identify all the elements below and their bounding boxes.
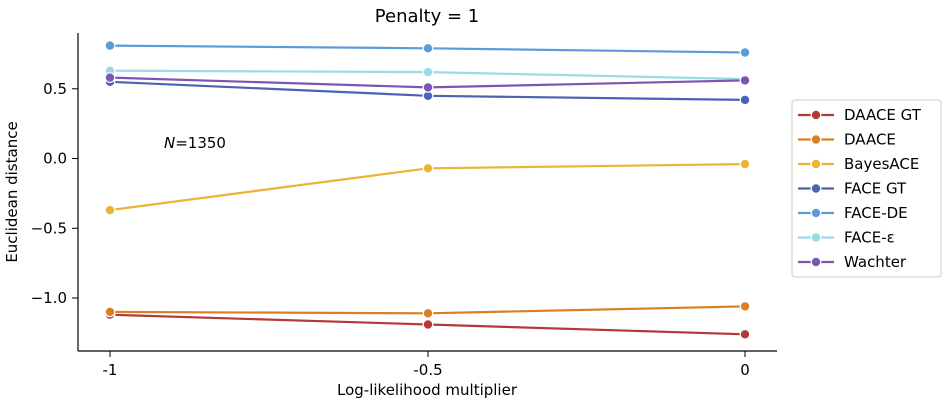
y-tick-label: 0.5 bbox=[43, 80, 67, 98]
data-point bbox=[739, 47, 751, 58]
series-bayesace bbox=[104, 158, 751, 216]
legend-label: DAACE bbox=[844, 131, 896, 149]
series-wachter bbox=[104, 72, 751, 93]
x-tick-label: -0.5 bbox=[413, 361, 442, 379]
legend-marker bbox=[810, 158, 822, 170]
legend-item: Wachter bbox=[798, 253, 907, 271]
data-point bbox=[739, 158, 751, 170]
data-point bbox=[739, 301, 751, 312]
data-point bbox=[422, 307, 434, 319]
y-tick-label: 0.0 bbox=[43, 150, 67, 168]
data-point bbox=[422, 319, 434, 330]
y-axis-title: Euclidean distance bbox=[3, 121, 21, 262]
legend-label: BayesACE bbox=[844, 155, 919, 173]
y-tick-label: −1.0 bbox=[31, 289, 67, 307]
legend-item: FACE-ε bbox=[798, 229, 895, 247]
sample-size-annotation: N=1350 bbox=[164, 134, 226, 152]
legend-item: DAACE bbox=[798, 131, 896, 149]
data-point bbox=[739, 328, 751, 340]
legend-item: DAACE GT bbox=[798, 106, 922, 124]
data-point bbox=[422, 66, 434, 78]
data-point bbox=[422, 81, 434, 93]
series-face-de bbox=[104, 40, 751, 58]
legend-frame bbox=[791, 99, 942, 278]
data-point bbox=[739, 74, 751, 86]
legend-label: FACE-ε bbox=[844, 229, 895, 247]
legend-label: DAACE GT bbox=[844, 106, 922, 124]
annotation-italic: N bbox=[164, 134, 175, 152]
x-tick-label: 0 bbox=[740, 361, 750, 379]
legend-item: BayesACE bbox=[798, 155, 919, 173]
annotation-text: =1350 bbox=[175, 134, 226, 152]
series-daace bbox=[104, 301, 751, 319]
legend-marker bbox=[810, 183, 822, 194]
legend-label: FACE GT bbox=[844, 180, 907, 198]
legend-label: FACE-DE bbox=[844, 204, 908, 222]
y-tick-label: −0.5 bbox=[31, 219, 67, 237]
data-point bbox=[104, 204, 116, 216]
legend-marker bbox=[810, 109, 822, 121]
data-point bbox=[104, 72, 116, 83]
data-point bbox=[104, 40, 116, 51]
x-axis-ticks: -1 -0.5 0 bbox=[103, 351, 750, 379]
data-point bbox=[422, 42, 434, 54]
data-point bbox=[104, 306, 116, 318]
legend-item: FACE GT bbox=[798, 180, 907, 198]
legend-marker bbox=[810, 134, 822, 145]
data-point bbox=[422, 162, 434, 174]
legend-marker bbox=[810, 232, 822, 243]
series-layer bbox=[104, 40, 751, 340]
y-axis-ticks: −1.0 −0.5 0.0 0.5 bbox=[31, 80, 78, 307]
chart-title: Penalty = 1 bbox=[375, 6, 479, 27]
legend-label: Wachter bbox=[844, 253, 907, 271]
legend-marker bbox=[810, 256, 822, 268]
legend: DAACE GT DAACE BayesACE FACE GT FACE-DE FACE-… bbox=[791, 99, 942, 278]
data-point bbox=[739, 94, 751, 106]
legend-item: FACE-DE bbox=[798, 204, 908, 222]
x-axis-title: Log-likelihood multiplier bbox=[337, 381, 518, 399]
legend-marker bbox=[810, 207, 822, 219]
x-tick-label: -1 bbox=[103, 361, 118, 379]
